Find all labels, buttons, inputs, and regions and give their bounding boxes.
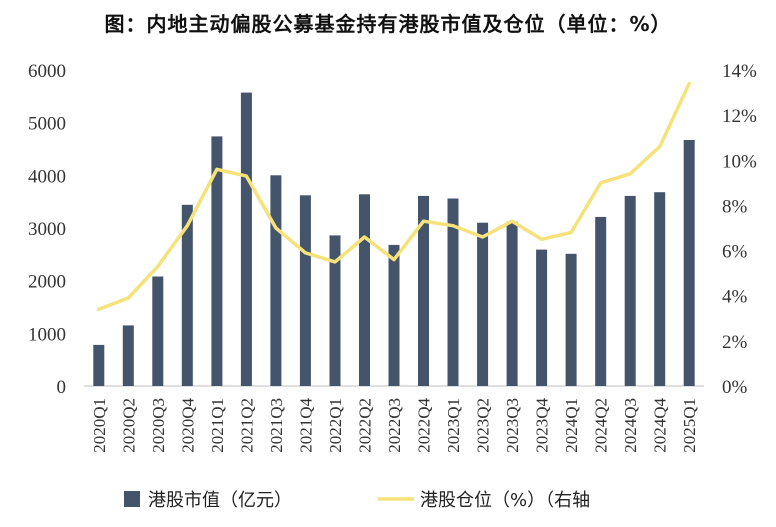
x-tick-label: 2024Q3 — [621, 398, 640, 453]
x-tick-label: 2023Q3 — [503, 398, 522, 453]
bar — [122, 325, 134, 386]
legend: 港股市值（亿元） 港股仓位（%）（右轴 — [124, 490, 590, 511]
left-tick-label: 5000 — [28, 114, 66, 135]
legend-line-label: 港股仓位（%）（右轴 — [420, 490, 590, 511]
bar — [299, 195, 311, 386]
right-tick-label: 10% — [722, 151, 757, 172]
x-tick-label: 2020Q1 — [90, 398, 109, 453]
bar — [152, 276, 164, 386]
bar — [477, 222, 489, 386]
chart-title: 图：内地主动偏股公募基金持有港股市值及仓位（单位：%） — [104, 12, 672, 36]
x-tick-label: 2021Q2 — [237, 398, 256, 453]
x-tick-label: 2020Q4 — [178, 398, 197, 453]
x-tick-label: 2024Q1 — [562, 398, 581, 453]
legend-bar-label: 港股市值（亿元） — [148, 490, 292, 511]
line-series — [97, 81, 691, 312]
left-axis: 0 1000 2000 3000 4000 5000 6000 — [28, 61, 66, 398]
right-tick-label: 0% — [722, 377, 748, 398]
bar — [211, 136, 223, 386]
x-tick-label: 2024Q4 — [651, 398, 670, 453]
bar — [329, 235, 341, 386]
bar — [595, 216, 607, 386]
bar — [654, 192, 666, 386]
left-tick-label: 3000 — [28, 219, 66, 240]
bar — [270, 175, 282, 386]
bar — [181, 204, 193, 386]
bar-series — [93, 92, 695, 386]
bar — [624, 195, 636, 386]
right-tick-label: 14% — [722, 61, 757, 82]
right-tick-label: 4% — [722, 287, 748, 308]
x-tick-label: 2022Q1 — [326, 398, 345, 453]
bar — [240, 92, 252, 386]
right-tick-label: 6% — [722, 242, 748, 263]
x-tick-label: 2022Q3 — [385, 398, 404, 453]
x-tick-label: 2021Q4 — [296, 398, 315, 453]
x-tick-label: 2022Q4 — [415, 398, 434, 453]
legend-bar-swatch — [124, 491, 140, 507]
left-tick-label: 1000 — [28, 324, 66, 345]
x-tick-label: 2021Q1 — [208, 398, 227, 453]
right-tick-label: 12% — [722, 106, 757, 127]
x-tick-label: 2020Q3 — [149, 398, 168, 453]
right-axis: 0% 2% 4% 6% 8% 10% 12% 14% — [722, 61, 757, 398]
x-tick-label: 2023Q2 — [474, 398, 493, 453]
right-tick-label: 8% — [722, 196, 748, 217]
bar — [683, 140, 695, 386]
bar — [536, 249, 548, 386]
left-tick-label: 2000 — [28, 272, 66, 293]
bar — [418, 195, 429, 386]
bar — [388, 244, 400, 386]
bar — [359, 194, 370, 386]
left-tick-label: 4000 — [28, 166, 66, 187]
x-tick-label: 2020Q2 — [119, 398, 138, 453]
x-axis: 2020Q1 2020Q2 2020Q3 2020Q4 2021Q1 2021Q2 2021… — [90, 398, 699, 453]
x-tick-label: 2025Q1 — [680, 398, 699, 453]
x-tick-label: 2022Q2 — [355, 398, 374, 453]
bar — [447, 198, 459, 386]
bar — [506, 221, 518, 386]
right-tick-label: 2% — [722, 332, 748, 353]
x-tick-label: 2021Q3 — [267, 398, 286, 453]
x-tick-label: 2024Q2 — [592, 398, 611, 453]
left-tick-label: 0 — [57, 377, 67, 398]
x-tick-label: 2023Q1 — [444, 398, 463, 453]
bar — [565, 253, 577, 386]
left-tick-label: 6000 — [28, 61, 66, 82]
bar — [93, 344, 105, 386]
x-tick-label: 2023Q4 — [533, 398, 552, 453]
